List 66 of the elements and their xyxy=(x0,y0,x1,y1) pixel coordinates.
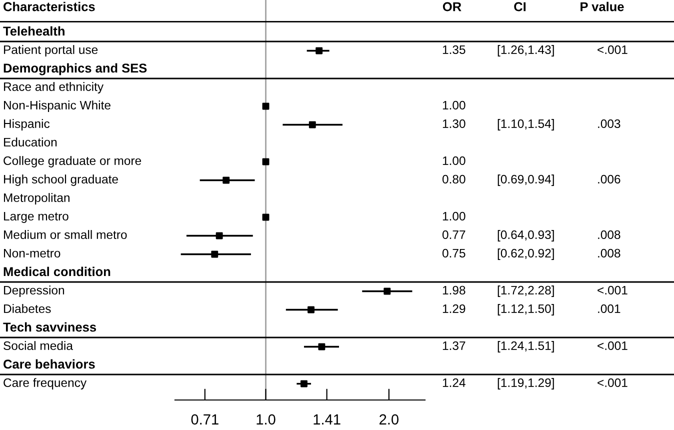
y-tick-label: Large metro xyxy=(4,212,68,223)
y-tick-label: Depression xyxy=(4,286,64,297)
y-tick-label: Non-Hispanic White xyxy=(4,100,110,112)
data-label: 1.35 xyxy=(442,45,466,54)
y-tick-label: Patient portal use xyxy=(4,45,98,56)
x-tick-label: 0.71 xyxy=(191,414,218,425)
text: .003 xyxy=(598,119,620,128)
text: <.001 xyxy=(598,341,628,350)
text: [0.69,0.94] xyxy=(498,174,554,186)
data-label: 1.29 xyxy=(442,304,466,314)
point xyxy=(300,380,308,388)
text: Characteristics xyxy=(4,2,95,12)
data-label: 1.00 xyxy=(442,156,466,166)
point xyxy=(262,214,270,221)
x-tick-label: 1.0 xyxy=(256,414,276,425)
point xyxy=(262,158,270,166)
text: OR xyxy=(442,2,462,12)
y-tick-label: Medical condition xyxy=(4,266,110,276)
data-label: 1.37 xyxy=(442,341,466,350)
y-tick-label: Metropolitan xyxy=(4,193,70,204)
data-label: 1.24 xyxy=(442,378,466,387)
text: [1.10,1.54] xyxy=(498,119,554,130)
point xyxy=(308,121,316,128)
text: [0.62,0.92] xyxy=(498,248,554,260)
data-label: 1.98 xyxy=(442,286,466,295)
text: CI xyxy=(514,2,526,12)
point xyxy=(318,343,326,350)
point xyxy=(316,47,323,54)
point xyxy=(262,102,270,110)
y-tick-label: Race and ethnicity xyxy=(4,82,104,94)
x-tick-label: 2.0 xyxy=(380,414,399,425)
y-tick-label: High school graduate xyxy=(4,174,118,186)
text: .008 xyxy=(598,248,620,258)
text: P value xyxy=(580,2,624,12)
text: .008 xyxy=(598,230,620,240)
text: [1.24,1.51] xyxy=(498,341,554,352)
y-tick-label: Demographics and SES xyxy=(4,63,147,76)
point xyxy=(308,306,314,314)
text: [1.19,1.29] xyxy=(498,378,554,390)
y-tick-label: College graduate or more xyxy=(4,156,142,168)
text: [0.64,0.93] xyxy=(498,230,554,242)
data-label: 1.00 xyxy=(442,100,466,110)
y-tick-label: Non-metro xyxy=(4,249,60,258)
y-tick-label: Hispanic xyxy=(4,119,50,130)
data-label: 1.00 xyxy=(442,212,466,221)
y-tick-label: Medium or small metro xyxy=(4,230,127,240)
text: .006 xyxy=(598,174,620,184)
text: <.001 xyxy=(598,378,628,388)
text: [1.26,1.43] xyxy=(498,45,554,56)
data-label: 1.30 xyxy=(442,119,466,128)
y-tick-label: Education xyxy=(4,138,57,147)
y-tick-label: Care frequency xyxy=(4,378,87,390)
y-tick-label: Tech savviness xyxy=(3,322,96,332)
x-tick-label: 1.41 xyxy=(314,414,340,424)
text: .001 xyxy=(598,304,620,314)
data-label: 0.75 xyxy=(442,248,466,258)
y-tick-label: Social media xyxy=(4,341,73,350)
data-label: 0.80 xyxy=(442,174,466,184)
y-tick-label: Telehealth xyxy=(3,26,64,36)
text: [1.72,2.28] xyxy=(498,286,554,297)
text: [1.12,1.50] xyxy=(498,304,554,316)
text: <.001 xyxy=(598,286,628,295)
text: <.001 xyxy=(598,45,628,54)
y-tick-label: Diabetes xyxy=(4,304,51,314)
y-tick-label: Care behaviors xyxy=(4,359,95,369)
data-label: 0.77 xyxy=(442,230,466,240)
